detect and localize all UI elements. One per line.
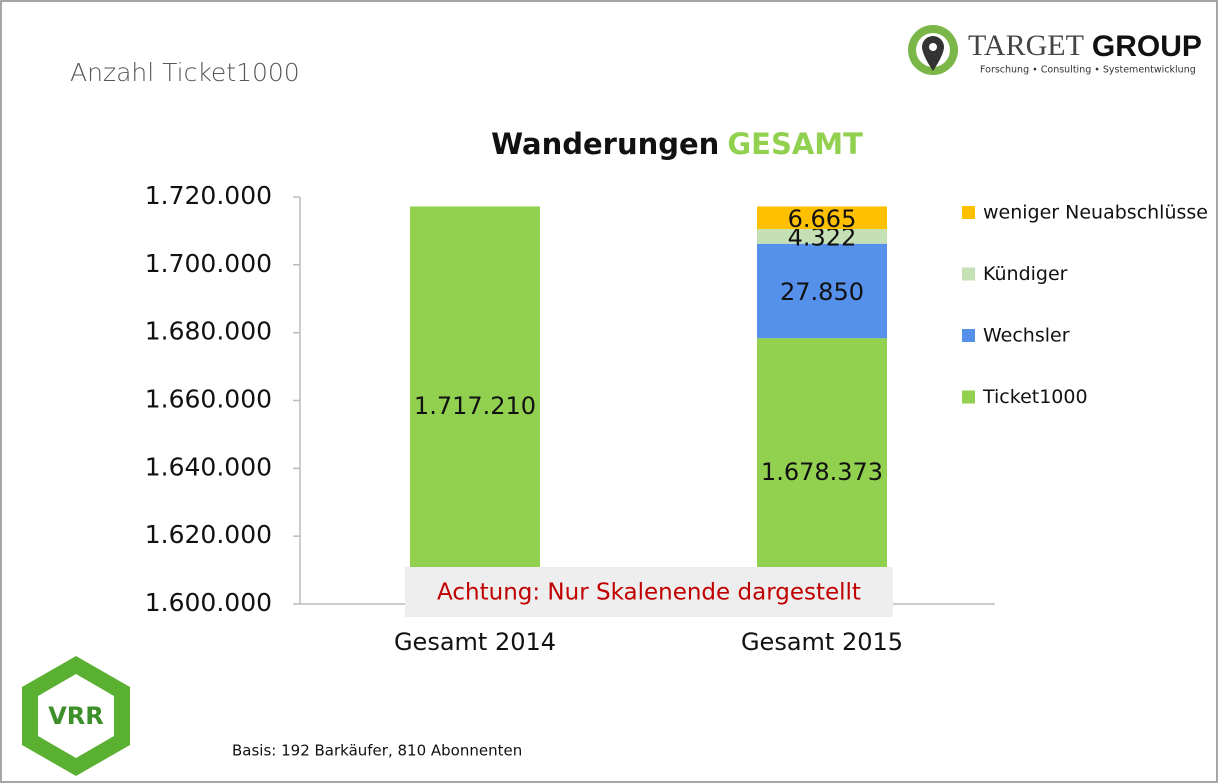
legend-label: Ticket1000 — [982, 386, 1088, 408]
legend-swatch — [962, 329, 975, 342]
value-label: 6.665 — [788, 205, 857, 233]
subtitle: Anzahl Ticket1000 — [70, 58, 300, 87]
y-tick-label: 1.640.000 — [145, 452, 272, 481]
logo-pin-hole — [929, 43, 937, 51]
legend-swatch — [962, 206, 975, 219]
footnote: Basis: 192 Barkäufer, 810 Abonnenten — [232, 742, 522, 760]
y-tick-label: 1.720.000 — [145, 181, 272, 210]
legend-swatch — [962, 390, 975, 404]
legend-label: Wechsler — [983, 325, 1070, 347]
legend-label: Kündiger — [983, 263, 1068, 285]
target-logo: TARGET GROUP Forschung • Consulting • Sys… — [908, 25, 1202, 76]
y-tick-label: 1.700.000 — [145, 249, 272, 278]
title-highlight: GESAMT — [727, 127, 863, 161]
y-tick-label: 1.680.000 — [145, 317, 272, 346]
vrr-text: VRR — [48, 702, 104, 730]
value-label: 1.717.210 — [414, 392, 536, 420]
bar-segment — [757, 206, 887, 230]
chart-title: Wanderungen GESAMT — [491, 127, 863, 161]
y-tick-label: 1.660.000 — [145, 385, 272, 414]
annotation: Achtung: Nur Skalenende dargestellt — [437, 580, 861, 606]
x-tick-label: Gesamt 2015 — [741, 628, 903, 656]
logo-word: TARGET — [968, 29, 1084, 62]
logo-tagline: Forschung • Consulting • Systementwicklu… — [980, 65, 1196, 76]
title-main: Wanderungen — [491, 127, 719, 161]
annotation-box — [405, 567, 893, 617]
bar-segment — [410, 206, 540, 604]
logo-pin — [922, 36, 944, 71]
bar-segment — [757, 229, 887, 244]
y-tick-label: 1.600.000 — [145, 588, 272, 617]
legend-swatch — [962, 267, 975, 281]
value-label: 27.850 — [780, 278, 864, 306]
logo-word: GROUP — [1092, 30, 1202, 63]
bar-segment — [757, 243, 887, 339]
y-tick-label: 1.620.000 — [145, 520, 272, 549]
value-label: 1.678.373 — [761, 458, 883, 486]
logo-target: TARGET GROUP — [968, 29, 1202, 63]
x-tick-label: Gesamt 2014 — [394, 628, 556, 656]
legend-label: weniger Neuabschlüsse — [983, 202, 1208, 224]
plot: 1.600.000 1.620.000 1.640.000 1.660.000 1.68… — [145, 181, 1208, 656]
bar-segment — [757, 338, 887, 604]
vrr-logo: VRR — [22, 656, 130, 776]
vrr-inner — [38, 674, 114, 758]
